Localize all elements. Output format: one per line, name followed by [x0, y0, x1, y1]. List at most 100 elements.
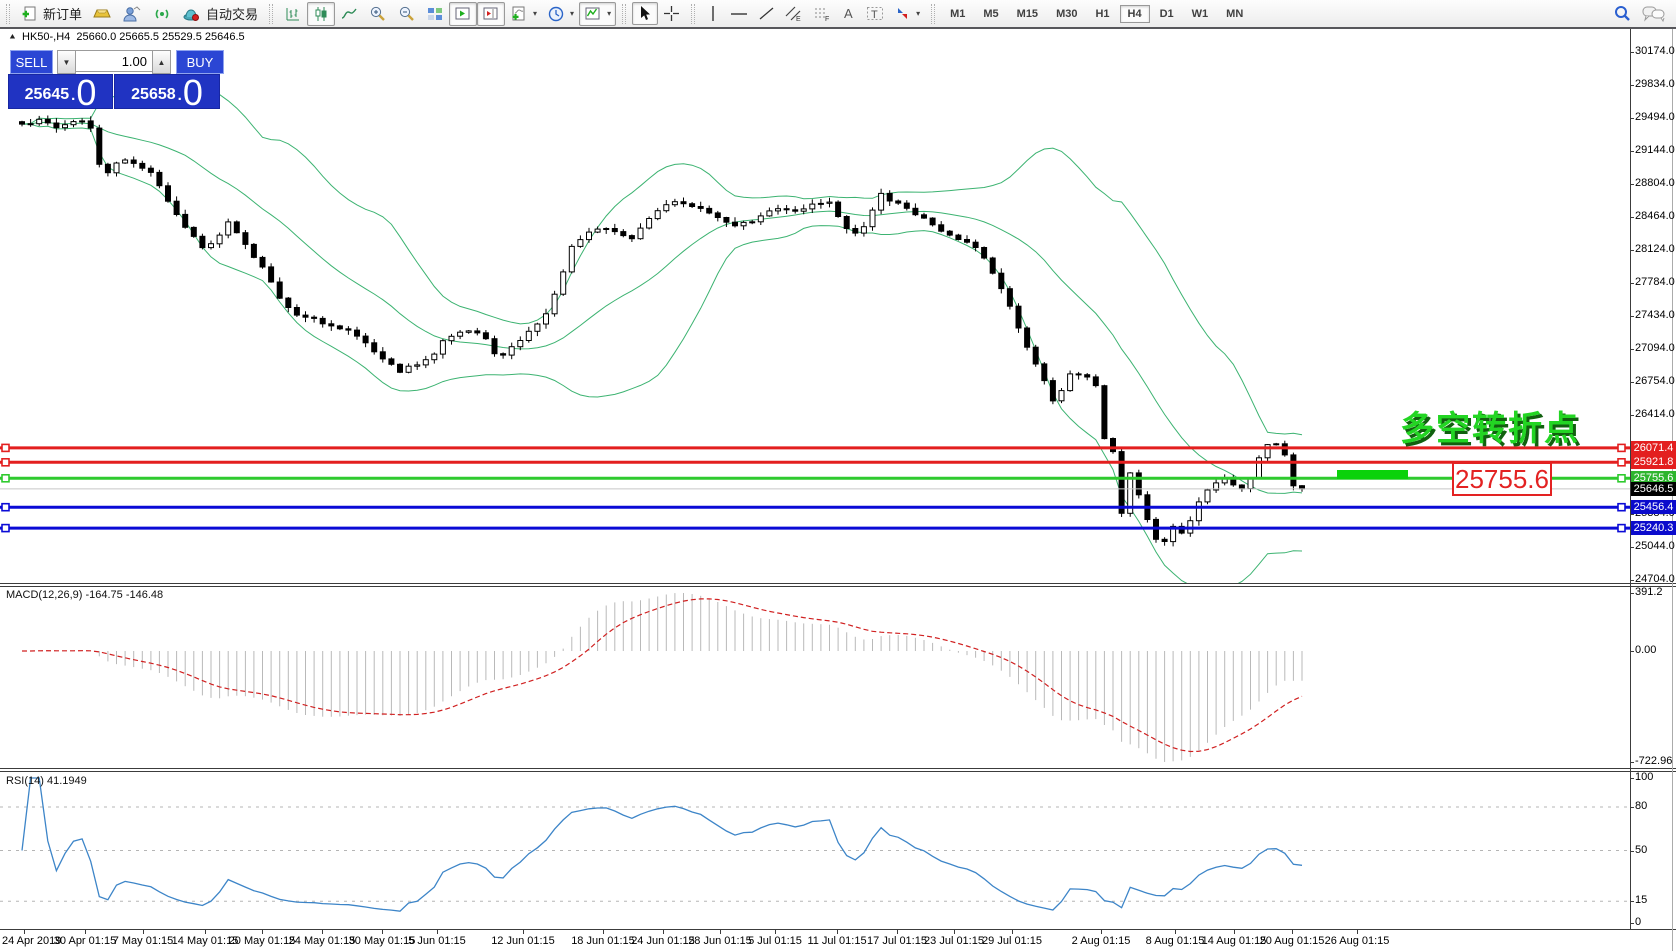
time-axis-label[interactable]: 24 Jun 01:15 [631, 935, 695, 947]
turning-point-annotation[interactable]: 多空转折点 [1400, 410, 1580, 448]
timeframe-button-h1[interactable]: H1 [1095, 7, 1110, 20]
new-order-button[interactable]: 新订单 [16, 1, 87, 26]
equidistant-channel-tool[interactable]: E [780, 2, 808, 25]
indicators-dropdown[interactable]: ▾ [579, 1, 617, 26]
timeframe-button-m15[interactable]: M15 [1016, 7, 1039, 20]
bollinger-middle-band[interactable] [21, 121, 1303, 494]
time-axis-label[interactable]: 2 Aug 01:15 [1071, 935, 1131, 947]
zoom-in-button[interactable] [363, 2, 392, 26]
pane-separator[interactable] [0, 768, 1676, 772]
line-handle[interactable] [1, 473, 10, 483]
highlight-rectangle[interactable] [1337, 470, 1408, 479]
toolbar-drag-handle[interactable] [6, 3, 10, 24]
time-axis-label[interactable]: 5 Jul 01:15 [748, 935, 802, 947]
candle-body [414, 364, 421, 367]
time-axis-label[interactable]: 28 Jun 01:15 [688, 935, 752, 947]
search-icon[interactable] [1613, 4, 1632, 23]
new-chart-dropdown[interactable]: ▾ [505, 2, 542, 26]
toolbar-drag-handle[interactable] [269, 3, 274, 24]
bar-chart-button[interactable] [279, 2, 307, 26]
time-axis-label[interactable]: 17 Jul 01:15 [867, 935, 927, 947]
time-axis-label[interactable]: 30 May 01:15 [348, 935, 416, 947]
time-axis-label[interactable]: 29 Jul 01:15 [982, 935, 1042, 947]
timeframe-button-m30[interactable]: M30 [1056, 7, 1078, 20]
gold-button[interactable] [87, 2, 117, 26]
cursor-tool-button[interactable] [632, 2, 659, 25]
price-callout-label[interactable]: 25755.6 [1452, 462, 1552, 496]
time-axis-label[interactable]: 20 Aug 01:15 [1259, 935, 1325, 947]
period-dropdown[interactable]: ▾ [542, 2, 579, 26]
buy-price-display[interactable]: 25658 . 0 [114, 74, 220, 111]
price-chart-pane[interactable] [0, 29, 1630, 583]
autoscroll-button[interactable] [449, 1, 478, 26]
time-axis-label[interactable]: 24 Apr 2019 [2, 935, 62, 947]
horizontal-line-tool[interactable] [725, 2, 753, 25]
timeframe-button-d1[interactable]: D1 [1159, 7, 1174, 20]
time-axis-label[interactable]: 12 Jun 01:15 [491, 935, 555, 947]
macd-pane[interactable] [0, 587, 1630, 768]
text-label-tool[interactable]: T [861, 2, 889, 25]
price-axis-tick [1630, 151, 1634, 153]
timeframe-button-w1[interactable]: W1 [1191, 7, 1209, 20]
bollinger-upper-band[interactable] [21, 86, 1303, 436]
time-axis-label[interactable]: 24 May 01:15 [288, 935, 356, 947]
time-axis-label[interactable]: 23 Jul 01:15 [924, 935, 984, 947]
account-button[interactable] [117, 2, 147, 26]
line-handle[interactable] [1617, 443, 1626, 453]
line-handle[interactable] [1617, 502, 1626, 512]
time-axis-label[interactable]: 11 Jul 01:15 [807, 935, 867, 947]
candle-body [1032, 346, 1039, 365]
toolbar-drag-handle[interactable] [931, 3, 936, 24]
line-handle[interactable] [1, 457, 10, 467]
sell-button[interactable]: SELL [10, 50, 53, 74]
text-tool[interactable]: A [836, 2, 861, 25]
volume-up-button[interactable]: ▲ [152, 50, 171, 74]
panel-collapse-icon[interactable]: ▲ [8, 31, 17, 41]
line-handle[interactable] [1, 523, 10, 533]
pane-separator[interactable] [0, 583, 1676, 587]
rsi-pane[interactable] [0, 772, 1630, 929]
line-handle[interactable] [1, 443, 10, 453]
time-axis-label[interactable]: 8 Aug 01:15 [1145, 935, 1205, 947]
time-axis-tick [1175, 930, 1176, 934]
time-axis-label[interactable]: 20 May 01:15 [228, 935, 296, 947]
autotrading-button[interactable]: 自动交易 [177, 1, 263, 26]
crosshair-tool-button[interactable] [658, 2, 685, 25]
time-axis-label[interactable]: 7 May 01:15 [112, 935, 174, 947]
line-handle[interactable] [1617, 473, 1626, 483]
time-axis-label[interactable]: 14 May 01:15 [171, 935, 239, 947]
timeframe-button-m1[interactable]: M1 [950, 7, 966, 20]
line-handle[interactable] [1, 502, 10, 512]
chat-icon[interactable] [1642, 4, 1666, 23]
timeframe-button-m5[interactable]: M5 [983, 7, 999, 20]
time-axis-label[interactable]: 30 Apr 01:15 [53, 935, 117, 947]
time-axis-label[interactable]: 18 Jun 01:15 [571, 935, 635, 947]
candlestick-chart-button[interactable] [307, 1, 336, 26]
timeframe-button-h4[interactable]: H4 [1119, 4, 1150, 23]
timeframe-button-mn[interactable]: MN [1226, 7, 1244, 20]
candle-body [1015, 305, 1022, 329]
price-axis-tick-label: 29494.0 [1635, 110, 1675, 123]
buy-button[interactable]: BUY [176, 50, 224, 74]
line-handle[interactable] [1617, 523, 1626, 533]
vertical-line-tool[interactable] [701, 2, 725, 25]
bollinger-lower-band[interactable] [21, 123, 1303, 583]
volume-down-button[interactable]: ▼ [57, 50, 76, 74]
toolbar-drag-handle[interactable] [691, 3, 696, 24]
time-axis-label[interactable]: 5 Jun 01:15 [408, 935, 466, 947]
time-axis-label[interactable]: 26 Aug 01:15 [1324, 935, 1390, 947]
signals-button[interactable] [147, 2, 177, 26]
sell-price-display[interactable]: 25645 . 0 [8, 74, 113, 111]
candle-body [603, 228, 610, 230]
fibonacci-tool[interactable]: F [808, 2, 836, 25]
toolbar-drag-handle[interactable] [622, 3, 627, 24]
line-handle[interactable] [1617, 457, 1626, 467]
trendline-tool[interactable] [753, 2, 780, 25]
time-axis-label[interactable]: 14 Aug 01:15 [1201, 935, 1267, 947]
tile-windows-button[interactable] [421, 2, 449, 26]
chart-shift-button[interactable] [477, 1, 506, 26]
arrows-dropdown[interactable]: ▾ [889, 2, 925, 25]
zoom-out-button[interactable] [392, 2, 421, 26]
line-chart-button[interactable] [335, 2, 363, 26]
volume-input[interactable] [75, 50, 153, 72]
